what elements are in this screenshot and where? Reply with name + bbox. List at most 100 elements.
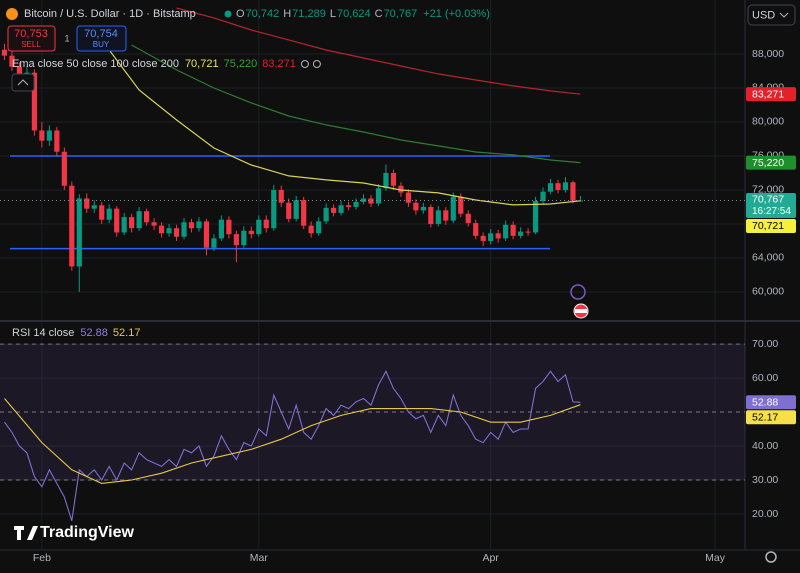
candle-body — [473, 223, 479, 236]
candle-body — [383, 172, 389, 189]
rsi-band — [0, 344, 745, 481]
x-tick-label: Mar — [250, 552, 269, 564]
candle-body — [129, 217, 135, 229]
close-value: 70,767 — [384, 8, 418, 20]
x-tick-label: Feb — [33, 552, 51, 564]
candle-body — [181, 222, 187, 237]
rsi-line — [4, 370, 581, 521]
y-tick-label: 72,000 — [752, 184, 784, 196]
candle-body — [188, 222, 195, 229]
candle-body — [503, 224, 509, 239]
spread: 1 — [64, 33, 69, 43]
candle-body — [428, 206, 434, 224]
candle-body — [345, 205, 352, 207]
candle-body — [136, 211, 142, 229]
marks — [0, 7, 745, 521]
open-value: 70,742 — [246, 8, 280, 20]
candle-body — [390, 172, 397, 186]
candle-body — [420, 206, 426, 211]
high-label: H — [283, 8, 291, 20]
ema-legend: Ema close 50 close 100 close 200 — [12, 58, 179, 70]
y-tick-label: 88,000 — [752, 48, 784, 60]
candle-body — [293, 200, 299, 219]
candle-body — [16, 66, 23, 78]
rsi-value-box — [746, 395, 796, 410]
candle-body — [353, 201, 359, 207]
candle-body — [308, 225, 314, 234]
candle-body — [166, 228, 172, 234]
legend-icon — [300, 60, 309, 68]
candle-body — [256, 219, 262, 235]
candle-body — [84, 198, 90, 209]
open-label: O — [236, 8, 245, 20]
candle-body — [271, 189, 277, 229]
buy-button[interactable] — [76, 25, 127, 52]
y-tick-label: 40.00 — [752, 440, 778, 452]
candle-body — [338, 205, 344, 213]
candle-body — [263, 219, 269, 229]
candle-body — [301, 200, 307, 226]
candle-body — [360, 198, 367, 202]
rsi-value-label: 52.88 — [752, 397, 778, 409]
price-pane — [0, 7, 745, 292]
candle-body — [121, 217, 127, 233]
candle-body — [510, 224, 516, 236]
candle-body — [39, 130, 45, 141]
candle-body — [31, 72, 38, 131]
ema-value-box — [746, 155, 796, 170]
high-value: 71,289 — [292, 8, 326, 20]
ema-legend-value: 83,271 — [262, 58, 296, 70]
settings-icon[interactable] — [765, 551, 777, 563]
candle-body — [151, 222, 157, 226]
legend-icon — [312, 60, 321, 68]
change-value: +21 (+0.03%) — [423, 8, 490, 20]
ema-value-box — [746, 87, 796, 102]
candle-body — [547, 183, 554, 192]
y-tick-label: 60.00 — [752, 372, 778, 384]
symbol-icon — [6, 8, 18, 20]
candle-body — [518, 231, 524, 236]
ema-value-label: 83,271 — [752, 88, 784, 100]
candle-body — [248, 230, 254, 235]
low-label: L — [330, 8, 336, 20]
y-tick-label: 60,000 — [752, 286, 784, 298]
ema-line — [176, 7, 581, 95]
sell-button[interactable] — [7, 25, 56, 52]
candle-body — [413, 202, 419, 211]
candle-body — [54, 130, 60, 152]
symbol-title: Bitcoin / U.S. Dollar · 1D · Bitstamp — [24, 8, 196, 20]
ema-legend-value: 75,220 — [224, 58, 258, 70]
candle-body — [218, 219, 225, 239]
collapse-button[interactable] — [11, 73, 35, 92]
candle-body — [211, 238, 217, 248]
candle-body — [375, 188, 382, 204]
candle-body — [435, 210, 441, 224]
candle-body — [61, 151, 67, 186]
collapse-icon — [17, 79, 29, 86]
last-price-label: 70,767 — [752, 194, 784, 206]
candle-body — [91, 205, 97, 209]
candle-body — [233, 234, 239, 246]
last-price-box — [746, 192, 796, 218]
currency-chevron — [779, 12, 789, 18]
logo-mark — [14, 526, 38, 540]
ema-line — [101, 39, 581, 206]
candle-body — [525, 231, 531, 233]
candle-body — [106, 208, 112, 220]
candle-body — [323, 207, 329, 222]
candle-body — [488, 233, 494, 241]
rsi-value-label: 52.17 — [752, 412, 778, 424]
candle-body — [443, 210, 449, 221]
y-tick-label: 80,000 — [752, 116, 784, 128]
flag-stripe — [575, 309, 587, 313]
rsi-pane — [0, 343, 745, 521]
sell-price: 70,753 — [14, 28, 48, 40]
rsi-value-box — [746, 410, 796, 425]
buy-label: BUY — [93, 40, 110, 49]
candle-body — [144, 211, 150, 223]
candle-body — [99, 205, 105, 220]
candle-body — [173, 228, 180, 237]
currency-button[interactable] — [747, 4, 796, 26]
candle-body — [316, 221, 322, 234]
